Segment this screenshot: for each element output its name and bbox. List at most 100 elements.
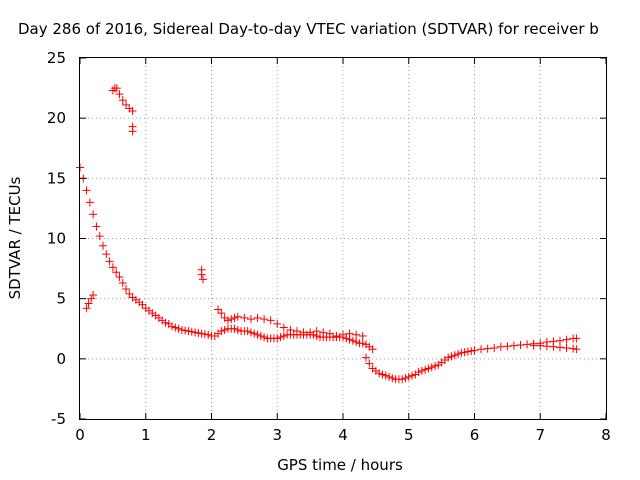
data-point [427,363,436,372]
data-point [286,325,295,334]
x-tick-label: 5 [404,426,414,444]
x-tick-label: 0 [75,426,85,444]
y-axis-label: SDTVAR / TECUs [6,176,24,299]
data-point [168,322,177,331]
data-point [89,291,98,300]
x-tick-label: 2 [207,426,217,444]
data-point [562,335,571,344]
data-point [220,325,229,334]
data-point [562,344,571,353]
data-point [243,327,252,336]
data-point [572,345,581,354]
data-point [115,90,124,99]
data-point [230,313,239,322]
data-point [536,341,545,350]
data-point [401,374,410,383]
data-point [457,348,466,357]
data-point [404,372,413,381]
data-point [260,333,269,342]
data-point [102,250,111,259]
data-point [217,327,226,336]
data-point [408,371,417,380]
data-point [362,353,371,362]
data-point [184,327,193,336]
data-point [292,327,301,336]
data-points [76,84,581,384]
y-tick-label: -5 [51,410,66,428]
data-point [279,323,288,332]
data-point [266,316,275,325]
data-point [87,294,96,303]
data-point [118,96,127,105]
data-point [273,319,282,328]
y-tick-label: 0 [56,350,66,368]
data-point [358,331,367,340]
data-point [398,375,407,384]
data-point [378,370,387,379]
x-axis-label: GPS time / hours [277,456,403,474]
data-point [191,328,200,337]
data-point [177,325,186,334]
data-point [460,348,469,357]
y-tick-label: 15 [47,169,66,187]
data-point [477,345,486,354]
data-point [227,315,236,324]
axis-ticks: 0 1 2 3 4 5 6 7 8 -5 0 5 10 15 20 25 [47,49,611,444]
grid-lines [80,58,606,419]
data-point [417,366,426,375]
data-point [204,330,213,339]
data-point [122,100,131,109]
data-point [125,289,134,298]
data-point [89,210,98,219]
data-point [112,84,121,93]
data-point [352,337,361,346]
y-tick-label: 20 [47,109,66,127]
data-point [348,336,357,345]
data-point [345,329,354,338]
data-point [358,339,367,348]
data-point [516,340,525,349]
data-point [332,331,341,340]
data-point [200,330,209,339]
data-point [99,241,108,250]
data-point [424,364,433,373]
data-point [112,268,121,277]
data-point [214,305,223,314]
data-point [82,186,91,195]
data-point [233,325,242,334]
data-point [319,328,328,337]
data-point [181,326,190,335]
x-tick-label: 3 [272,426,282,444]
data-point [388,374,397,383]
data-point [306,328,315,337]
data-point [496,342,505,351]
y-tick-label: 5 [56,290,66,308]
data-point [503,342,512,351]
data-point [253,313,262,322]
data-point [128,106,137,115]
data-point [95,232,104,241]
data-point [339,330,347,339]
data-point [312,327,321,336]
data-point [549,342,558,351]
data-point [509,341,518,350]
data-point [490,344,499,353]
data-point [467,347,476,356]
x-tick-label: 1 [141,426,151,444]
data-point [523,340,532,349]
data-point [385,372,394,381]
data-point [85,198,94,207]
data-point [118,279,127,288]
data-point [463,347,472,356]
data-point [470,346,479,355]
data-point [414,368,423,377]
data-point [84,299,93,308]
data-point [454,350,463,359]
data-point [569,344,578,353]
data-point [572,334,581,343]
data-point [240,313,249,322]
chart-title: Day 286 of 2016, Sidereal Day-to-day VTE… [18,20,599,38]
data-point [246,328,255,337]
data-point [447,352,456,361]
data-point [375,369,384,378]
